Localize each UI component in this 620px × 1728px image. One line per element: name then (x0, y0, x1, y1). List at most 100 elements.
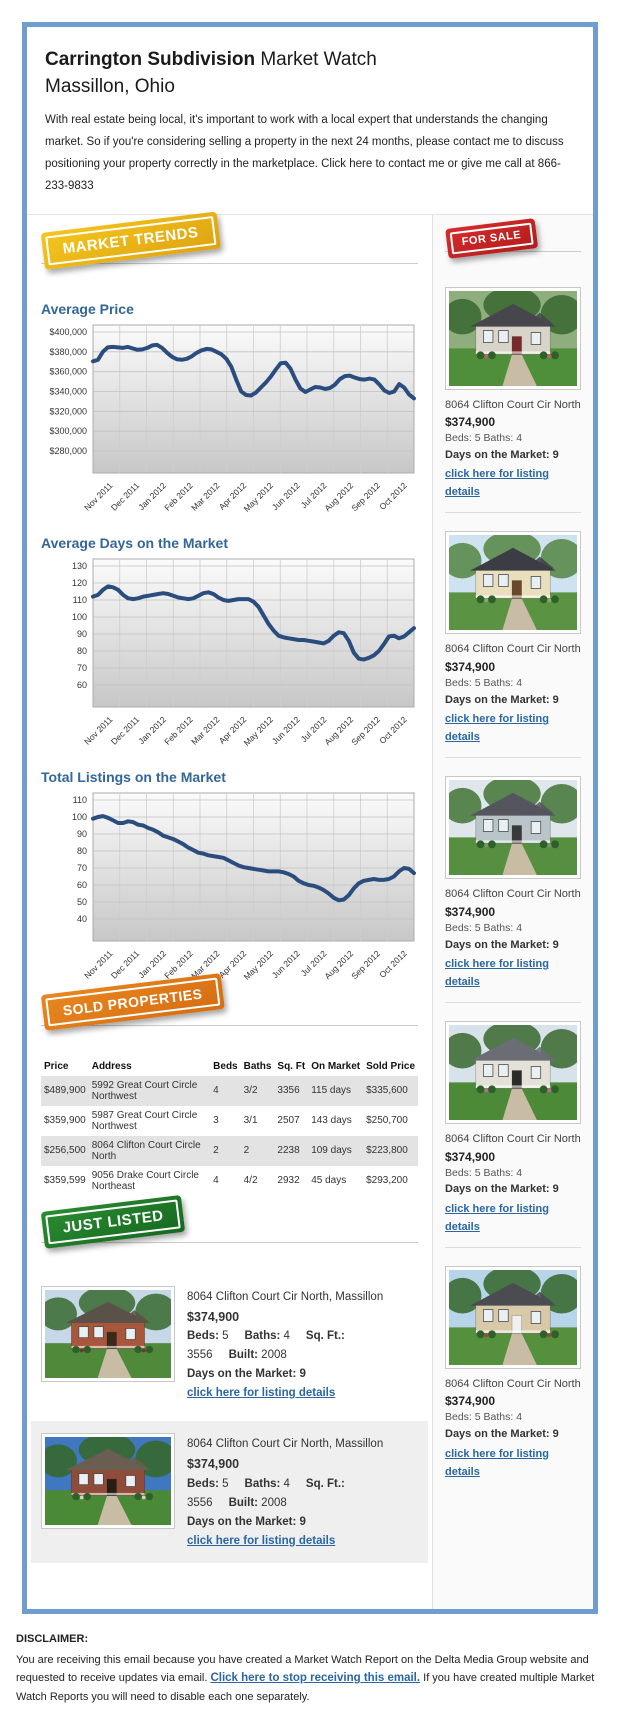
listing-details-link[interactable]: click here for listing details (445, 1447, 549, 1478)
sold-cell: 2 (213, 1145, 219, 1157)
svg-text:Dec 2011: Dec 2011 (109, 480, 142, 513)
average-price-chart: $400,000 $380,000 $360,000 $340,000 $320,000… (49, 324, 416, 513)
listing-details-link[interactable]: click here for listing details (445, 1202, 549, 1233)
content-row: MARKET TRENDS Average Price $400,000 $380,… (27, 211, 593, 1609)
svg-text:Jun 2012: Jun 2012 (270, 480, 302, 512)
spec-sq-ft: Sq. Ft.: 3556 (187, 1477, 345, 1509)
listing-price: $374,900 (445, 904, 496, 919)
sold-cell: 3 (213, 1115, 219, 1127)
house-photo (45, 1437, 171, 1526)
sold-col-on-market: On Market (311, 1060, 361, 1072)
svg-text:90: 90 (77, 829, 87, 839)
listing-details-link[interactable]: click here for listing details (445, 468, 549, 499)
for-sale-listing-card: 8064 Clifton Court Cir North $374,900 Beds… (445, 768, 581, 1004)
just-listed-card: 8064 Clifton Court Cir North, Massillon $… (31, 1421, 428, 1563)
listing-photo-for-sale-4[interactable] (445, 1021, 581, 1125)
listing-specs: Beds: 5 Baths: 4 Sq. Ft.: 3556 Built: 2008 (187, 1327, 418, 1365)
for-sale-listing-card: 8064 Clifton Court Cir North $374,900 Beds… (445, 523, 581, 759)
svg-text:Mar 2012: Mar 2012 (189, 480, 222, 513)
listing-price: $374,900 (187, 1309, 240, 1324)
svg-text:70: 70 (77, 863, 87, 873)
intro-text: With real estate being local, it's impor… (45, 114, 564, 192)
svg-text:40: 40 (77, 914, 87, 924)
listing-photo-just-listed-1[interactable] (41, 1285, 175, 1382)
average-price-section: Average Price $400,000 $380,000 $360,000 $34… (41, 301, 418, 521)
listing-beds-baths: Beds: 5 Baths: 4 (445, 432, 523, 445)
sold-cell: 109 days (311, 1145, 352, 1157)
just-listed-list: 8064 Clifton Court Cir North, Massillon $… (31, 1274, 428, 1563)
just-listed-info: 8064 Clifton Court Cir North, Massillon $… (187, 1286, 418, 1403)
listing-price: $374,900 (445, 1149, 496, 1164)
divider-line (41, 262, 418, 264)
svg-text:110: 110 (73, 795, 87, 805)
sold-col-price: Price (44, 1060, 69, 1072)
listing-photo-just-listed-2[interactable] (41, 1433, 175, 1530)
svg-text:Dec 2011: Dec 2011 (109, 714, 142, 747)
page-title: Carrington Subdivision Market Watch Massi… (45, 47, 575, 100)
sold-cell: $256,500 (44, 1145, 86, 1157)
svg-text:Sep 2012: Sep 2012 (349, 948, 382, 981)
listing-details-link[interactable]: click here for listing details (187, 1534, 336, 1547)
listing-photo-for-sale-1[interactable] (445, 286, 581, 390)
svg-text:120: 120 (72, 578, 87, 588)
listing-price: $374,900 (445, 659, 496, 674)
listing-details-link[interactable]: click here for listing details (187, 1387, 336, 1400)
spec-beds: Beds: 5 (187, 1477, 229, 1490)
sold-cell: 5987 Great Court Circle Northwest (91, 1109, 198, 1132)
spec-baths: Baths: 4 (244, 1477, 290, 1490)
listing-details-link[interactable]: click here for listing details (445, 713, 549, 744)
market-trends-section-head: MARKET TRENDS (40, 211, 418, 287)
svg-text:Dec 2011: Dec 2011 (109, 948, 142, 981)
title-city: Massillon, Ohio (45, 75, 175, 97)
sold-cell: $335,600 (366, 1085, 408, 1097)
sold-cell: 115 days (311, 1085, 352, 1097)
listing-beds-baths: Beds: 5 Baths: 4 (445, 676, 523, 689)
listing-specs: Beds: 5 Baths: 4 Sq. Ft.: 3556 Built: 2008 (187, 1475, 418, 1513)
listing-price: $374,900 (187, 1457, 240, 1471)
listing-photo-for-sale-3[interactable] (445, 776, 581, 880)
listing-days-on-market: Days on the Market: 9 (187, 1368, 306, 1381)
sold-cell: $293,200 (366, 1175, 408, 1187)
spec-built: Built: 2008 (228, 1496, 287, 1509)
listing-days-on-market: Days on the Market: 9 (187, 1515, 306, 1528)
listing-photo-for-sale-2[interactable] (445, 531, 581, 635)
chart-title: Average Price (41, 300, 134, 317)
market-trends-badge: MARKET TRENDS (40, 211, 221, 270)
svg-text:80: 80 (77, 646, 87, 656)
svg-text:$280,000: $280,000 (49, 446, 87, 456)
house-photo (45, 1289, 171, 1378)
house-photo (449, 780, 577, 876)
house-photo (449, 1025, 577, 1121)
sold-col-sq-ft: Sq. Ft (277, 1060, 306, 1072)
listing-days-on-market: Days on the Market: 9 (445, 448, 559, 461)
listing-photo-for-sale-5[interactable] (445, 1265, 581, 1369)
unsubscribe-link[interactable]: Click here to stop receiving this email. (210, 1671, 421, 1684)
chart-title: Average Days on the Market (41, 534, 228, 551)
svg-text:Jun 2012: Jun 2012 (270, 714, 302, 746)
svg-text:130: 130 (72, 561, 87, 571)
house-photo (449, 1269, 577, 1365)
disclaimer-text: You are receiving this email because you… (16, 1651, 604, 1706)
just-listed-info: 8064 Clifton Court Cir North, Massillon $… (187, 1433, 418, 1550)
sold-cell: $489,900 (44, 1085, 86, 1097)
market-trends-badge-label: MARKET TRENDS (45, 215, 216, 265)
sold-cell: $250,700 (366, 1115, 408, 1127)
sold-cell: 2507 (277, 1115, 300, 1127)
listing-days-on-market: Days on the Market: 9 (445, 1183, 559, 1196)
listing-details-link[interactable]: click here for listing details (445, 958, 549, 989)
disclaimer: DISCLAIMER: You are receiving this email… (0, 1614, 620, 1728)
svg-text:60: 60 (77, 880, 87, 890)
table-row: $489,900 5992 Great Court Circle Northwes… (41, 1075, 418, 1106)
for-sale-section-head: FOR SALE (445, 217, 581, 271)
svg-text:Oct 2012: Oct 2012 (377, 948, 409, 980)
svg-text:Oct 2012: Oct 2012 (377, 714, 409, 746)
just-listed-badge: JUST LISTED (40, 1194, 186, 1249)
listing-address: 8064 Clifton Court Cir North (445, 398, 581, 411)
listing-price: $374,900 (445, 1394, 496, 1409)
sold-col-beds: Beds (213, 1060, 238, 1072)
listing-address: 8064 Clifton Court Cir North (445, 643, 581, 656)
spec-beds: Beds: 5 (187, 1330, 229, 1343)
listing-price: $374,900 (445, 415, 496, 430)
just-listed-badge-label: JUST LISTED (45, 1198, 182, 1244)
